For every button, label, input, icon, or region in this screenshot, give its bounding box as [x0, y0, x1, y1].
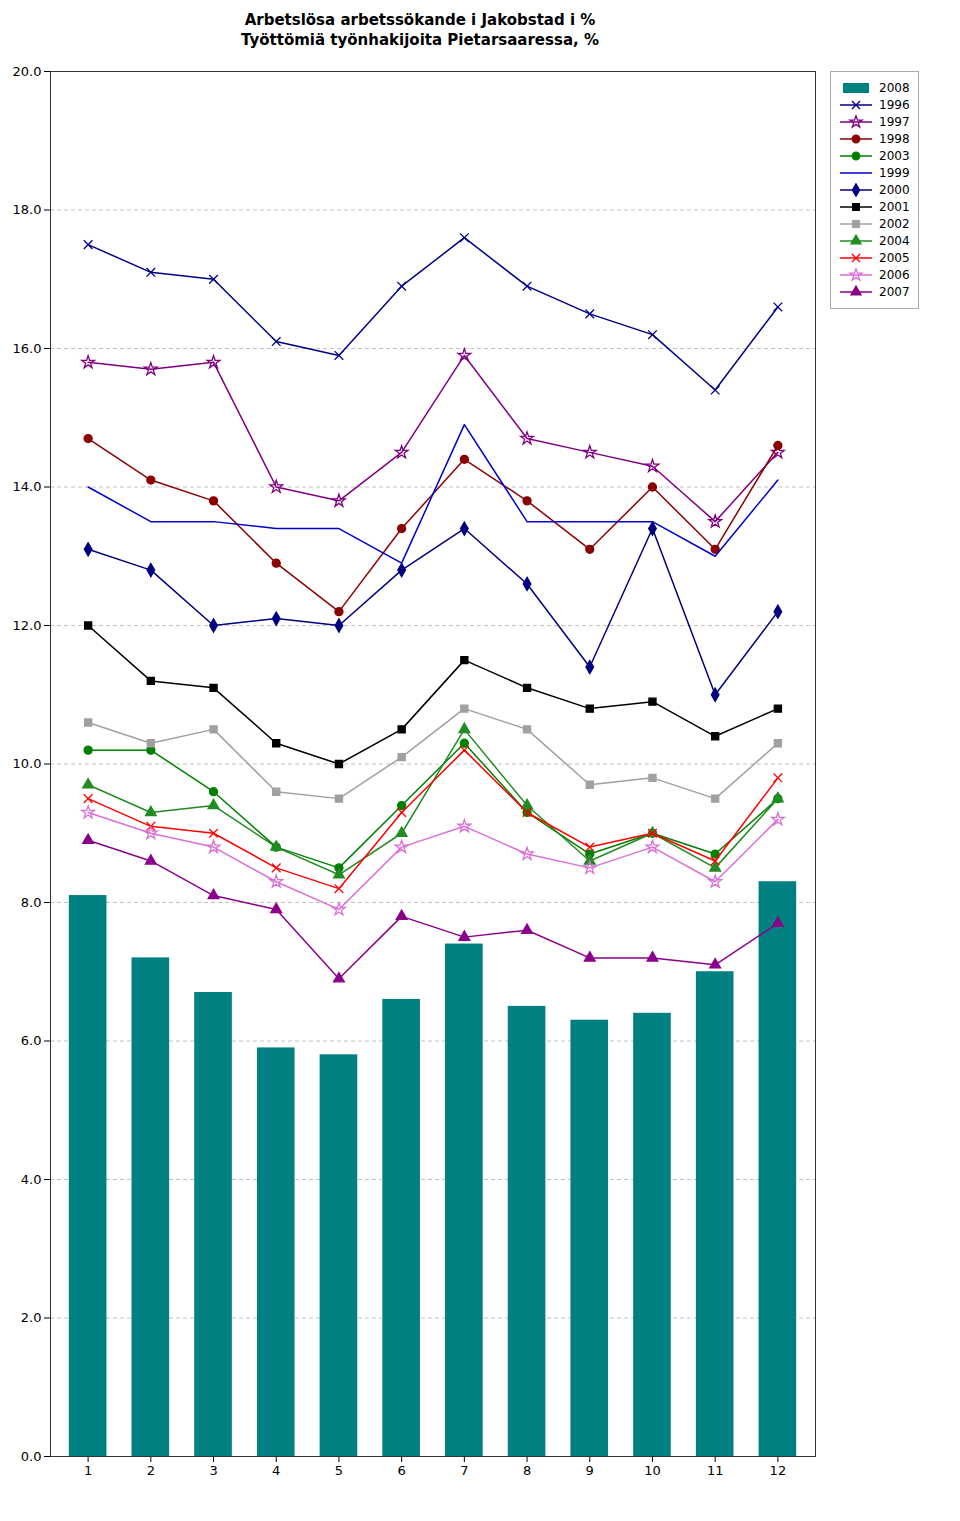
html-text:2008: 2008 [879, 80, 910, 95]
svg-text:18.0: 18.0 [13, 202, 42, 217]
svg-text:8: 8 [523, 1462, 531, 1477]
svg-text:10: 10 [644, 1462, 661, 1477]
svg-text:7: 7 [460, 1462, 468, 1477]
svg-text:4: 4 [272, 1462, 280, 1477]
svg-text:10.0: 10.0 [13, 756, 42, 771]
html-text:2002: 2002 [879, 216, 910, 231]
svg-text:0.0: 0.0 [21, 1448, 42, 1463]
svg-text:1: 1 [84, 1462, 92, 1477]
svg-text:5: 5 [335, 1462, 343, 1477]
html-text:2006: 2006 [879, 267, 910, 282]
svg-text:3: 3 [209, 1462, 217, 1477]
svg-text:6.0: 6.0 [21, 1033, 42, 1048]
html-text:1999: 1999 [879, 165, 910, 180]
html-text:2001: 2001 [879, 199, 910, 214]
html-text:2007: 2007 [879, 284, 910, 299]
html-text:2005: 2005 [879, 250, 910, 265]
svg-text:20.0: 20.0 [13, 63, 42, 78]
svg-text:12.0: 12.0 [13, 617, 42, 632]
svg-text:6: 6 [398, 1462, 406, 1477]
svg-text:12: 12 [770, 1462, 787, 1477]
svg-text:9: 9 [586, 1462, 594, 1477]
svg-text:2.0: 2.0 [21, 1310, 42, 1325]
svg-text:4.0: 4.0 [21, 1171, 42, 1186]
html-text:2004: 2004 [879, 233, 910, 248]
html-text:1998: 1998 [879, 131, 910, 146]
html-text:1996: 1996 [879, 97, 910, 112]
html-text:2000: 2000 [879, 182, 910, 197]
html-text:2003: 2003 [879, 148, 910, 163]
html-text:Arbetslösa arbetssökande i Jak: Arbetslösa arbetssökande i Jakobstad i %… [241, 11, 599, 50]
svg-text:11: 11 [707, 1462, 724, 1477]
svg-text:8.0: 8.0 [21, 894, 42, 909]
svg-text:14.0: 14.0 [13, 479, 42, 494]
svg-text:2: 2 [147, 1462, 155, 1477]
svg-text:16.0: 16.0 [13, 340, 42, 355]
html-text:1997: 1997 [879, 114, 910, 129]
